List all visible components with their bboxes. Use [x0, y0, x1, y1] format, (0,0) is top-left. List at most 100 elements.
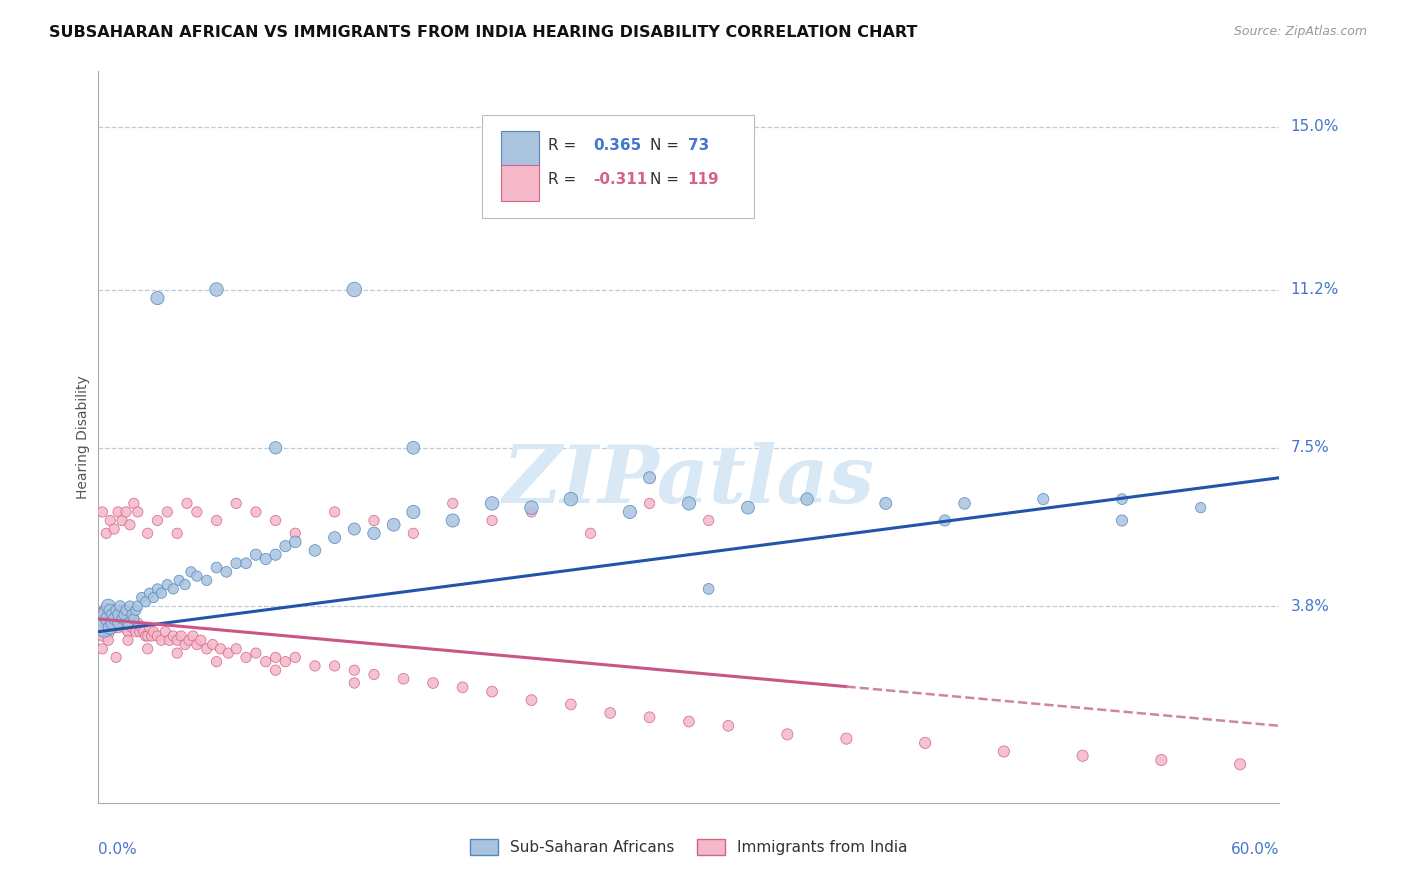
- Point: [117, 633, 139, 648]
- Point: [167, 574, 190, 588]
- Point: [875, 496, 897, 510]
- Point: [953, 496, 976, 510]
- Point: [103, 522, 125, 536]
- Point: [105, 603, 128, 617]
- Point: [274, 655, 297, 669]
- Point: [1111, 514, 1133, 528]
- Point: [205, 283, 228, 297]
- Point: [174, 638, 197, 652]
- Point: [115, 505, 138, 519]
- Point: [1071, 748, 1094, 763]
- Point: [638, 496, 661, 510]
- Point: [304, 543, 326, 558]
- Point: [180, 565, 202, 579]
- Point: [254, 552, 277, 566]
- Point: [121, 607, 143, 622]
- Point: [156, 577, 179, 591]
- Point: [304, 659, 326, 673]
- Point: [215, 565, 238, 579]
- Point: [264, 514, 287, 528]
- Point: [118, 599, 141, 613]
- Text: 15.0%: 15.0%: [1291, 120, 1339, 135]
- Point: [89, 620, 111, 634]
- Point: [155, 624, 177, 639]
- Point: [117, 624, 139, 639]
- Point: [125, 603, 148, 617]
- Point: [422, 676, 444, 690]
- Point: [166, 526, 188, 541]
- Text: 73: 73: [688, 138, 709, 153]
- Point: [560, 698, 582, 712]
- Point: [93, 624, 115, 639]
- Point: [111, 514, 134, 528]
- Point: [97, 633, 120, 648]
- Text: R =: R =: [548, 138, 582, 153]
- Text: 0.365: 0.365: [593, 138, 641, 153]
- Point: [122, 612, 145, 626]
- Point: [118, 616, 141, 631]
- Point: [105, 650, 128, 665]
- Point: [107, 616, 129, 631]
- Point: [343, 522, 366, 536]
- Point: [121, 620, 143, 634]
- Point: [225, 496, 247, 510]
- Point: [402, 505, 425, 519]
- Point: [107, 505, 129, 519]
- Point: [136, 629, 159, 643]
- Point: [235, 556, 257, 570]
- Point: [96, 607, 118, 622]
- Point: [108, 599, 131, 613]
- Point: [98, 612, 121, 626]
- Text: 7.5%: 7.5%: [1291, 441, 1329, 455]
- Point: [97, 612, 120, 626]
- Point: [146, 291, 169, 305]
- Point: [254, 655, 277, 669]
- Point: [150, 633, 173, 648]
- Point: [96, 526, 118, 541]
- Point: [235, 650, 257, 665]
- FancyBboxPatch shape: [482, 115, 754, 218]
- Point: [103, 612, 125, 626]
- Point: [560, 492, 582, 507]
- Point: [441, 496, 464, 510]
- Point: [98, 620, 121, 634]
- Text: SUBSAHARAN AFRICAN VS IMMIGRANTS FROM INDIA HEARING DISABILITY CORRELATION CHART: SUBSAHARAN AFRICAN VS IMMIGRANTS FROM IN…: [49, 25, 918, 40]
- Point: [264, 548, 287, 562]
- Point: [125, 624, 148, 639]
- Point: [274, 539, 297, 553]
- FancyBboxPatch shape: [501, 165, 538, 201]
- Point: [186, 638, 208, 652]
- Point: [105, 616, 128, 631]
- Point: [142, 624, 165, 639]
- Point: [245, 646, 267, 660]
- Point: [638, 471, 661, 485]
- Point: [363, 526, 385, 541]
- Point: [451, 681, 474, 695]
- Y-axis label: Hearing Disability: Hearing Disability: [76, 376, 90, 499]
- Point: [96, 620, 118, 634]
- Point: [93, 620, 115, 634]
- Point: [481, 684, 503, 698]
- Point: [107, 607, 129, 622]
- Point: [115, 616, 138, 631]
- Point: [619, 505, 641, 519]
- Point: [382, 517, 405, 532]
- Point: [135, 595, 157, 609]
- Point: [108, 616, 131, 631]
- Point: [284, 650, 307, 665]
- Point: [678, 714, 700, 729]
- Point: [343, 676, 366, 690]
- Point: [131, 620, 153, 634]
- Point: [343, 283, 366, 297]
- Point: [402, 526, 425, 541]
- Point: [217, 646, 239, 660]
- Point: [245, 548, 267, 562]
- Point: [127, 599, 149, 613]
- Point: [135, 629, 157, 643]
- Point: [156, 505, 179, 519]
- Point: [579, 526, 602, 541]
- Point: [205, 655, 228, 669]
- Point: [264, 441, 287, 455]
- Text: R =: R =: [548, 172, 582, 187]
- Point: [481, 496, 503, 510]
